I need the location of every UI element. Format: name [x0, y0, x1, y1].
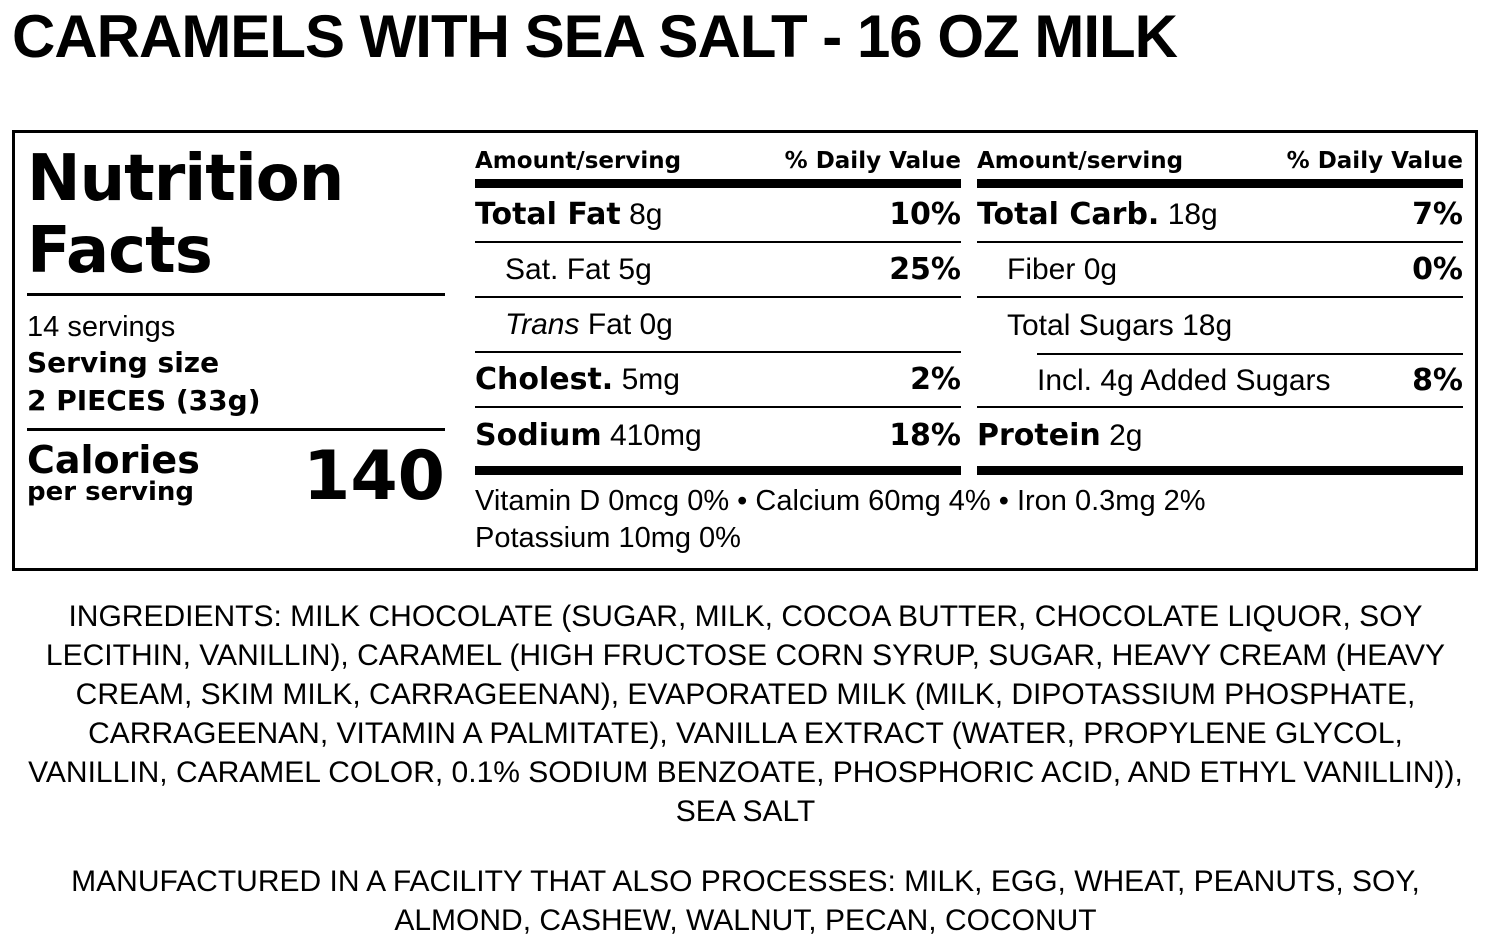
serving-size-label: Serving size [27, 346, 220, 379]
nutrient-amount: 5mg [621, 363, 680, 396]
nutrient-row-cholesterol: Cholest. 5mg 2% [475, 353, 961, 408]
column-header: Amount/serving % Daily Value [475, 143, 961, 179]
amount-serving-header: Amount/serving [977, 148, 1184, 174]
nutrient-row-fiber: Fiber 0g 0% [977, 243, 1463, 298]
nutrient-dv: 2% [910, 362, 961, 397]
nutrient-name: Cholest. [475, 362, 614, 397]
nutrient-row-protein: Protein 2g [977, 408, 1463, 463]
heading-line-2: Facts [27, 214, 213, 288]
nutrient-column-right: Amount/serving % Daily Value Total Carb.… [977, 143, 1463, 463]
nutrient-name: Trans [505, 307, 580, 341]
column-header: Amount/serving % Daily Value [977, 143, 1463, 179]
nutrient-dv: 10% [889, 197, 961, 232]
thick-divider-segment [475, 466, 961, 475]
nutrition-facts-panel: Nutrition Facts 14 servings Serving size… [12, 130, 1478, 571]
nutrient-row-total-sugars: Total Sugars 18g [977, 298, 1463, 353]
nutrient-amount: 5g [618, 252, 652, 286]
serving-size-value: 2 PIECES (33g) [27, 384, 261, 417]
nutrient-dv: 25% [889, 252, 961, 287]
nutrient-name: Total Fat [475, 197, 621, 232]
amount-serving-header: Amount/serving [475, 148, 682, 174]
divider [27, 428, 445, 431]
thick-divider [977, 179, 1463, 188]
nutrient-row-total-fat: Total Fat 8g 10% [475, 188, 961, 243]
nutrient-name: Incl. 4g Added Sugars [1037, 363, 1331, 397]
nutrient-amount: 18g [1167, 198, 1218, 231]
calories-value: 140 [303, 437, 445, 516]
nutrient-name: Total Sugars [1007, 308, 1174, 342]
nutrient-dv: 7% [1412, 197, 1463, 232]
nutrient-row-sodium: Sodium 410mg 18% [475, 408, 961, 463]
nutrient-dv: 0% [1412, 252, 1463, 287]
vitamins-line-1: Vitamin D 0mcg 0% • Calcium 60mg 4% • Ir… [475, 485, 1206, 517]
inset-divider [1037, 353, 1463, 355]
nutrient-name: Sat. Fat [505, 252, 611, 286]
divider [27, 293, 445, 296]
allergen-facility-statement: MANUFACTURED IN A FACILITY THAT ALSO PRO… [71, 865, 1420, 937]
vitamins-minerals: Vitamin D 0mcg 0% • Calcium 60mg 4% • Ir… [475, 483, 1465, 557]
nutrient-amount: 2g [1109, 419, 1143, 452]
calories-per-serving-label: per serving [27, 477, 195, 507]
thick-divider-segment [977, 466, 1463, 475]
nutrient-row-trans-fat: Trans Fat 0g [475, 298, 961, 353]
nutrient-amount: 0g [1083, 252, 1118, 286]
calories-label: Calories [27, 438, 200, 482]
nutrient-amount: 410mg [609, 419, 702, 452]
servings-per-container: 14 servings [27, 311, 176, 343]
ingredients-statement: INGREDIENTS: MILK CHOCOLATE (SUGAR, MILK… [28, 600, 1463, 828]
nutrient-name: Total Carb. [977, 197, 1160, 232]
nutrient-dv: 18% [889, 418, 961, 453]
nutrient-name: Sodium [475, 418, 602, 453]
vitamins-line-2: Potassium 10mg 0% [475, 522, 741, 554]
nutrient-amount: Fat 0g [587, 307, 673, 341]
heading-line-1: Nutrition [27, 142, 344, 216]
nutrient-name: Fiber [1007, 252, 1076, 286]
nutrient-column-left: Amount/serving % Daily Value Total Fat 8… [475, 143, 961, 463]
nutrient-row-sat-fat: Sat. Fat 5g 25% [475, 243, 961, 298]
nutrient-row-total-carb: Total Carb. 18g 7% [977, 188, 1463, 243]
nutrient-amount: 18g [1182, 308, 1233, 342]
nutrient-dv: 8% [1412, 363, 1463, 398]
nutrition-facts-heading: Nutrition Facts [27, 143, 445, 287]
nutrition-summary: Nutrition Facts 14 servings Serving size… [27, 143, 445, 516]
daily-value-header: % Daily Value [784, 148, 961, 174]
nutrient-row-added-sugars: Incl. 4g Added Sugars 8% [977, 355, 1463, 408]
daily-value-header: % Daily Value [1286, 148, 1463, 174]
calories-row: Calories per serving 140 [27, 431, 445, 516]
product-title: CARAMELS WITH SEA SALT - 16 OZ MILK [12, 3, 1178, 70]
thick-divider-bottom [475, 466, 1463, 475]
nutrient-name: Protein [977, 418, 1101, 453]
thick-divider [475, 179, 961, 188]
nutrient-amount: 8g [629, 198, 663, 231]
